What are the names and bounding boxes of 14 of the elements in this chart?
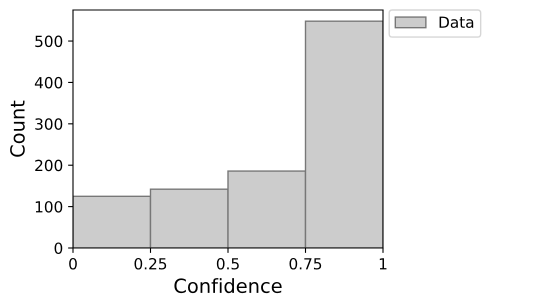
- legend-label: Data: [440, 16, 474, 28]
- y-tick-label: 400: [34, 76, 62, 88]
- y-tick-label: 200: [35, 160, 62, 172]
- y-tick-label: 0: [54, 242, 62, 254]
- x-tick-label: 1: [380, 258, 386, 270]
- x-tick-label: 0: [69, 258, 77, 270]
- x-tick-label: 0.5: [216, 258, 239, 270]
- x-tick-label: 0.75: [290, 258, 322, 270]
- y-tick-label: 300: [35, 118, 62, 130]
- y-axis-title: Count: [10, 100, 25, 157]
- x-axis-title: Confidence: [174, 278, 282, 294]
- y-tick-label: 100: [36, 201, 62, 213]
- x-tick-label: 0.25: [134, 258, 166, 270]
- y-tick-label: 500: [35, 36, 62, 48]
